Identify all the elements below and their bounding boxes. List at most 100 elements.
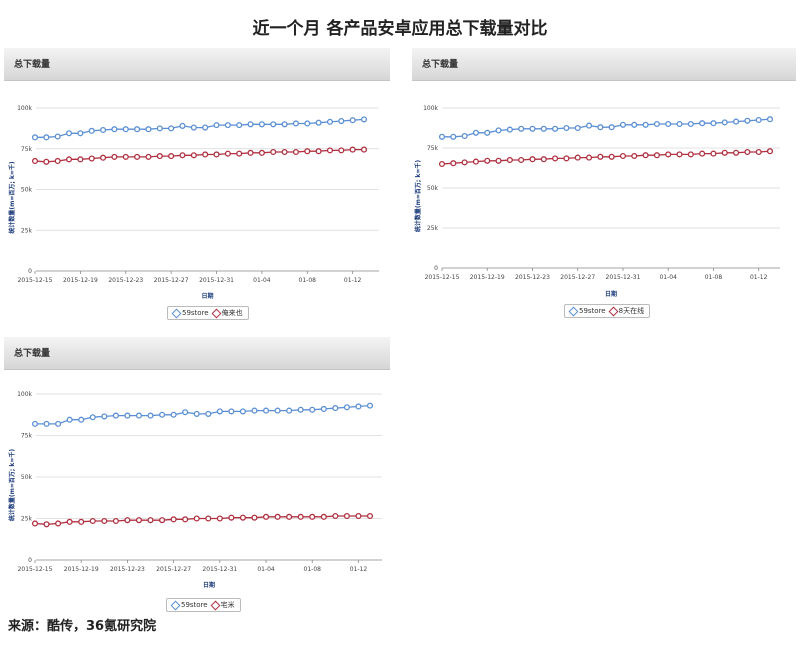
data-point[interactable] bbox=[251, 407, 258, 414]
data-point[interactable] bbox=[642, 152, 649, 159]
data-point[interactable] bbox=[159, 411, 166, 418]
data-point[interactable] bbox=[332, 405, 339, 412]
data-point[interactable] bbox=[262, 513, 270, 520]
data-point[interactable] bbox=[43, 521, 50, 528]
data-point[interactable] bbox=[744, 148, 751, 156]
data-point[interactable] bbox=[236, 122, 243, 129]
data-point[interactable] bbox=[297, 513, 304, 520]
data-point[interactable] bbox=[145, 126, 152, 133]
data-point[interactable] bbox=[112, 412, 119, 419]
data-point[interactable] bbox=[309, 513, 316, 520]
data-point[interactable] bbox=[766, 116, 774, 123]
data-point[interactable] bbox=[619, 121, 627, 128]
data-point[interactable] bbox=[202, 151, 209, 158]
data-point[interactable] bbox=[270, 121, 277, 128]
data-point[interactable] bbox=[168, 125, 175, 132]
data-point[interactable] bbox=[258, 121, 265, 128]
data-point[interactable] bbox=[270, 148, 277, 156]
data-point[interactable] bbox=[343, 404, 350, 411]
data-point[interactable] bbox=[88, 127, 95, 134]
data-point[interactable] bbox=[228, 408, 235, 415]
data-point[interactable] bbox=[193, 410, 200, 417]
data-point[interactable] bbox=[179, 152, 186, 159]
data-point[interactable] bbox=[124, 412, 131, 419]
data-point[interactable] bbox=[224, 122, 231, 129]
data-point[interactable] bbox=[202, 124, 209, 131]
data-point[interactable] bbox=[349, 117, 356, 124]
data-point[interactable] bbox=[292, 120, 299, 127]
data-point[interactable] bbox=[461, 132, 468, 140]
data-point[interactable] bbox=[190, 152, 197, 159]
data-point[interactable] bbox=[495, 157, 502, 164]
data-point[interactable] bbox=[304, 120, 311, 127]
data-point[interactable] bbox=[216, 408, 223, 415]
data-point[interactable] bbox=[274, 407, 281, 414]
data-point[interactable] bbox=[224, 150, 231, 157]
data-point[interactable] bbox=[54, 133, 61, 140]
data-point[interactable] bbox=[213, 151, 220, 158]
chart-legend[interactable]: 59store 俺来也 bbox=[167, 306, 249, 320]
data-point[interactable] bbox=[585, 122, 593, 129]
data-point[interactable] bbox=[332, 512, 339, 520]
data-point[interactable] bbox=[190, 124, 197, 131]
data-point[interactable] bbox=[247, 121, 254, 128]
data-point[interactable] bbox=[31, 134, 39, 141]
data-point[interactable] bbox=[247, 149, 254, 156]
data-point[interactable] bbox=[112, 517, 119, 525]
legend-item-series-2[interactable]: 宅米 bbox=[210, 600, 235, 610]
data-point[interactable] bbox=[563, 124, 570, 132]
data-point[interactable] bbox=[135, 412, 143, 419]
data-point[interactable] bbox=[687, 120, 694, 128]
data-point[interactable] bbox=[309, 406, 316, 413]
data-point[interactable] bbox=[89, 517, 96, 525]
data-point[interactable] bbox=[216, 515, 223, 522]
data-point[interactable] bbox=[228, 514, 235, 521]
data-point[interactable] bbox=[349, 146, 356, 153]
data-point[interactable] bbox=[631, 152, 638, 160]
data-point[interactable] bbox=[472, 158, 479, 165]
data-point[interactable] bbox=[66, 518, 73, 525]
data-point[interactable] bbox=[710, 150, 717, 157]
data-point[interactable] bbox=[213, 122, 220, 129]
data-point[interactable] bbox=[710, 120, 717, 127]
data-point[interactable] bbox=[182, 409, 189, 416]
data-point[interactable] bbox=[766, 148, 774, 155]
data-point[interactable] bbox=[170, 411, 177, 418]
data-point[interactable] bbox=[145, 153, 152, 160]
data-point[interactable] bbox=[159, 517, 166, 524]
legend-item-series-1[interactable]: 59store bbox=[171, 308, 209, 318]
data-point[interactable] bbox=[721, 149, 728, 156]
data-point[interactable] bbox=[43, 134, 50, 141]
data-point[interactable] bbox=[665, 120, 672, 128]
data-point[interactable] bbox=[744, 117, 751, 124]
data-point[interactable] bbox=[320, 405, 327, 412]
data-point[interactable] bbox=[608, 153, 615, 160]
data-point[interactable] bbox=[642, 121, 649, 128]
data-point[interactable] bbox=[179, 122, 186, 129]
data-point[interactable] bbox=[529, 125, 536, 132]
data-point[interactable] bbox=[111, 126, 118, 133]
data-point[interactable] bbox=[182, 516, 189, 523]
data-point[interactable] bbox=[438, 133, 446, 140]
data-point[interactable] bbox=[518, 156, 525, 164]
data-point[interactable] bbox=[315, 119, 322, 126]
legend-item-series-2[interactable]: 俺来也 bbox=[211, 308, 243, 318]
data-point[interactable] bbox=[366, 402, 374, 409]
data-point[interactable] bbox=[236, 150, 243, 157]
legend-item-series-1[interactable]: 59store bbox=[170, 600, 208, 610]
data-point[interactable] bbox=[168, 153, 175, 160]
data-point[interactable] bbox=[755, 116, 762, 124]
data-point[interactable] bbox=[258, 149, 265, 156]
data-point[interactable] bbox=[597, 124, 604, 131]
data-point[interactable] bbox=[438, 160, 446, 168]
data-point[interactable] bbox=[355, 512, 362, 520]
data-point[interactable] bbox=[540, 125, 547, 132]
data-point[interactable] bbox=[170, 516, 177, 523]
data-point[interactable] bbox=[205, 410, 212, 417]
data-point[interactable] bbox=[147, 412, 154, 419]
data-point[interactable] bbox=[665, 151, 672, 158]
data-point[interactable] bbox=[31, 157, 39, 165]
data-point[interactable] bbox=[55, 420, 62, 427]
data-point[interactable] bbox=[122, 126, 129, 133]
data-point[interactable] bbox=[286, 513, 293, 520]
